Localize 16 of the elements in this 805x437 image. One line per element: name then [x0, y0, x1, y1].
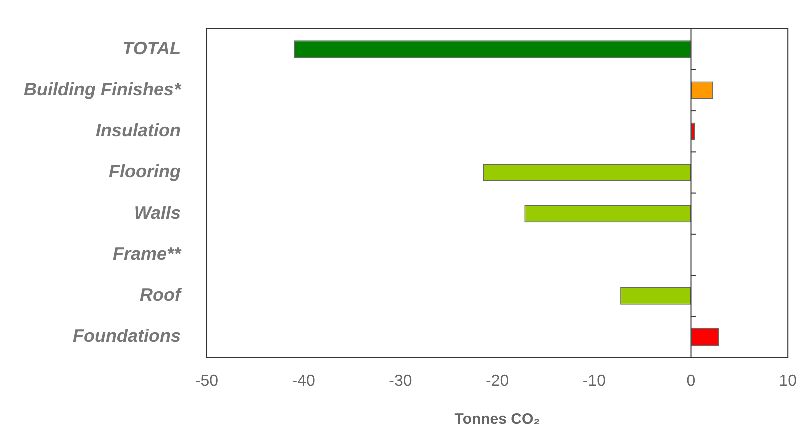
x-tick-label: 0: [686, 372, 696, 390]
x-tick-label: 10: [779, 372, 798, 390]
y-tick-label: Flooring: [109, 162, 182, 182]
x-tick-label: -10: [582, 372, 606, 390]
y-tick-label: Foundations: [73, 326, 182, 346]
y-tick-label: Roof: [140, 285, 184, 306]
y-tick-label: TOTAL: [122, 38, 182, 58]
y-tick-label: Insulation: [96, 120, 182, 141]
x-tick-label: -20: [486, 372, 510, 390]
x-tick-label: -50: [195, 372, 219, 390]
x-tick-label: -40: [292, 372, 316, 390]
y-tick-label: Walls: [134, 202, 182, 223]
x-tick-label: -30: [389, 372, 412, 390]
y-tick-label: Frame**: [112, 244, 182, 264]
x-axis-title: Tonnes CO₂: [454, 411, 540, 428]
y-tick-label: Building Finishes*: [24, 79, 182, 100]
